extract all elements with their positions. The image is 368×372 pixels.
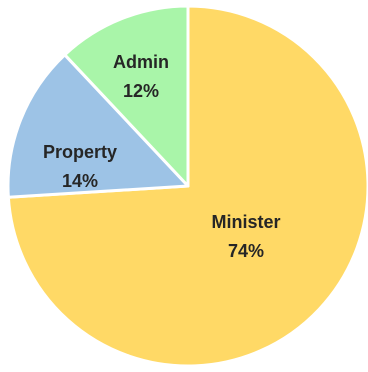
- slice-percent-label: 12%: [123, 81, 159, 101]
- pie-slices: [6, 4, 368, 368]
- pie-slice-admin: [63, 4, 190, 188]
- slice-name-label: Property: [43, 142, 117, 162]
- slice-percent-label: 74%: [228, 241, 264, 261]
- slice-name-label: Admin: [113, 52, 169, 72]
- slice-percent-label: 14%: [62, 171, 98, 191]
- slice-name-label: Minister: [211, 212, 280, 232]
- pie-slice-property: [6, 53, 190, 199]
- pie-labels: Minister 74% Property 14% Admin 12%: [43, 52, 281, 261]
